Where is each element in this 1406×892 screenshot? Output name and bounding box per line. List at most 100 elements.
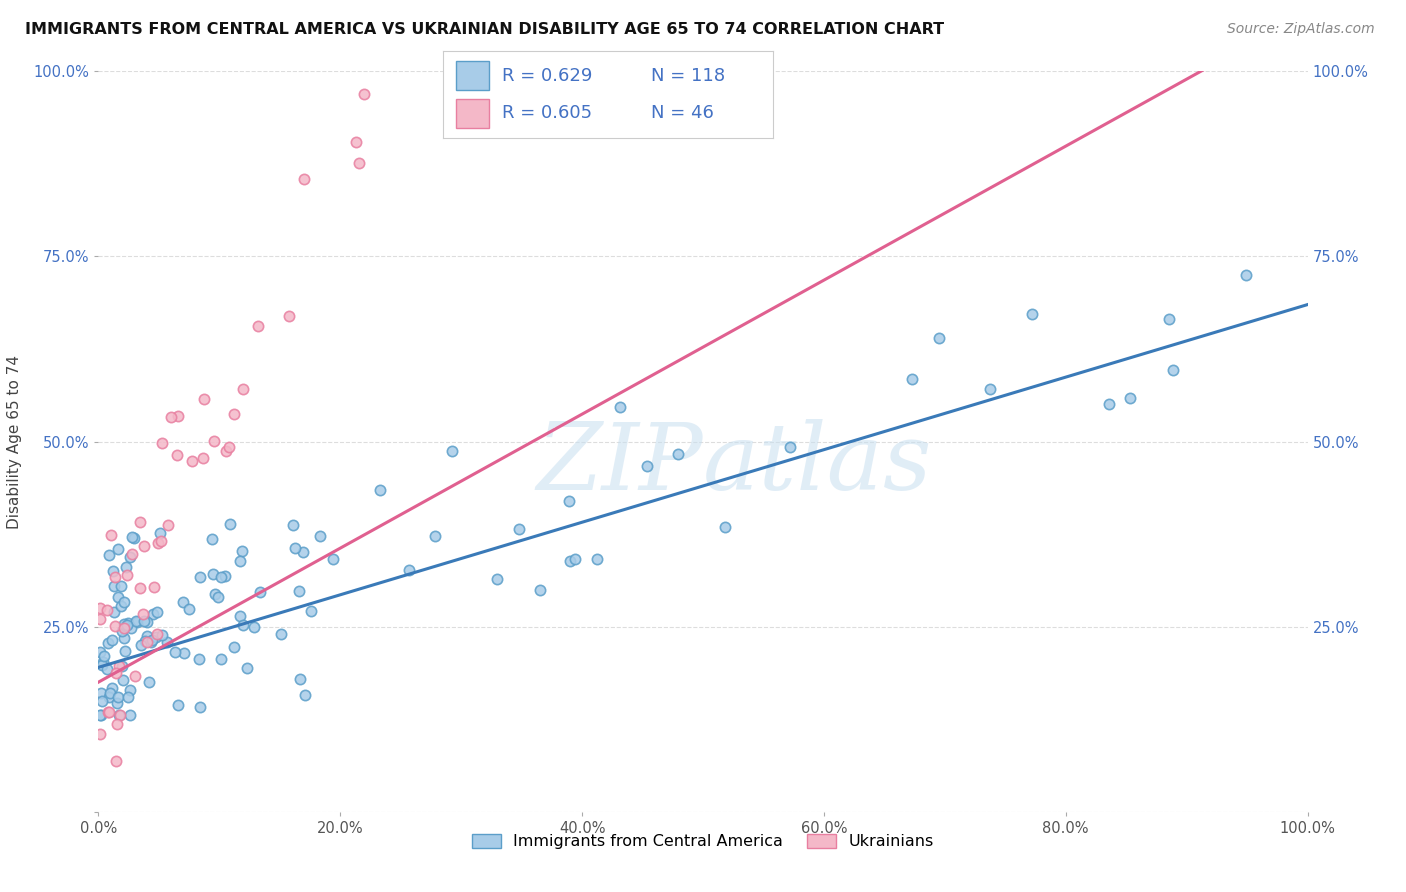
Point [344, 135, 367, 149]
Point [201, 532, 224, 546]
Point [156, 518, 179, 533]
Point [347, 156, 370, 170]
Point [107, 690, 129, 705]
Point [129, 639, 152, 653]
Point [713, 520, 735, 534]
Point [167, 698, 190, 712]
Text: ZIP: ZIP [536, 418, 703, 508]
Point [117, 690, 139, 704]
Point [398, 563, 420, 577]
Point [105, 696, 128, 710]
Point [111, 658, 134, 673]
Point [107, 717, 129, 731]
Point [486, 572, 509, 586]
Point [928, 331, 950, 345]
Point [108, 707, 131, 722]
Point [242, 620, 264, 634]
Point [138, 674, 160, 689]
Point [111, 624, 134, 639]
Point [115, 618, 138, 632]
Point [167, 409, 190, 423]
Text: Source: ZipAtlas.com: Source: ZipAtlas.com [1227, 22, 1375, 37]
Point [202, 434, 225, 448]
Point [441, 443, 464, 458]
Point [125, 614, 148, 628]
Point [193, 392, 215, 406]
Point [1098, 396, 1121, 410]
Point [132, 539, 155, 553]
Point [277, 309, 299, 323]
Point [103, 605, 125, 619]
Point [112, 622, 135, 636]
Point [172, 595, 194, 609]
Point [288, 672, 311, 686]
Point [117, 616, 139, 631]
Point [90, 708, 112, 723]
Point [177, 602, 200, 616]
Point [232, 382, 254, 396]
Point [105, 666, 128, 681]
Point [132, 615, 155, 629]
Point [136, 629, 159, 643]
Point [222, 407, 245, 421]
Point [89, 645, 111, 659]
Point [209, 652, 232, 666]
Point [96, 662, 118, 676]
Text: N = 118: N = 118 [651, 67, 725, 85]
Point [107, 708, 129, 723]
Point [103, 579, 125, 593]
Point [112, 631, 135, 645]
Text: R = 0.605: R = 0.605 [502, 104, 592, 122]
Point [353, 87, 375, 102]
Point [218, 441, 240, 455]
Point [146, 605, 169, 619]
Point [666, 447, 689, 461]
Point [188, 570, 211, 584]
Point [143, 580, 166, 594]
Point [115, 567, 138, 582]
Point [152, 628, 174, 642]
Point [292, 172, 315, 186]
Point [98, 705, 121, 719]
Point [121, 530, 143, 544]
Point [100, 632, 122, 647]
Point [229, 608, 252, 623]
Point [636, 458, 658, 473]
Bar [456, 99, 489, 128]
Point [149, 526, 172, 541]
Point [118, 549, 141, 564]
Text: N = 46: N = 46 [651, 104, 714, 122]
Point [292, 545, 315, 559]
Point [112, 595, 135, 609]
Point [586, 551, 609, 566]
Point [131, 607, 153, 621]
Point [97, 705, 120, 719]
Y-axis label: Disability Age 65 to 74: Disability Age 65 to 74 [7, 354, 22, 529]
Point [156, 635, 179, 649]
Point [219, 517, 242, 532]
Point [301, 604, 323, 618]
Point [89, 727, 111, 741]
Point [204, 587, 226, 601]
Point [89, 601, 111, 615]
Point [564, 551, 586, 566]
Point [124, 668, 146, 682]
Point [165, 645, 187, 659]
Point [160, 410, 183, 425]
Point [89, 708, 111, 723]
Point [108, 659, 131, 673]
Point [779, 440, 801, 454]
Point [209, 570, 232, 584]
Point [142, 607, 165, 621]
Point [136, 635, 159, 649]
Point [107, 542, 129, 557]
Point [609, 400, 631, 414]
Point [127, 615, 149, 629]
Point [90, 694, 112, 708]
Text: R = 0.629: R = 0.629 [502, 67, 593, 85]
Point [232, 618, 254, 632]
Point [1157, 311, 1180, 326]
Point [98, 686, 121, 700]
Point [90, 657, 112, 672]
Point [114, 618, 136, 632]
